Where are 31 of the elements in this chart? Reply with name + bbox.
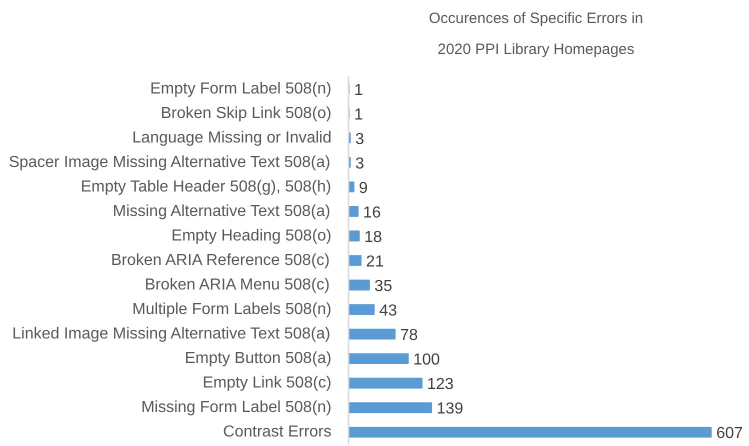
data-label: 1 (354, 82, 364, 99)
y-tick-label: Empty Button 508(a) (184, 350, 332, 368)
data-label: 35 (374, 278, 392, 296)
data-label: 16 (363, 204, 381, 222)
y-tick-label: Language Missing or Invalid (132, 129, 332, 146)
y-tick-label: Broken ARIA Reference 508(c) (110, 252, 330, 269)
y-tick-label: Broken Skip Link 508(o) (160, 104, 332, 122)
data-label: 607 (716, 425, 744, 442)
data-label: 123 (427, 376, 454, 394)
data-label: 3 (355, 155, 364, 172)
y-tick-label: Contrast Errors (223, 424, 332, 441)
y-tick-label: Linked Image Missing Alternative Text 508(a) (12, 326, 330, 343)
y-tick-label: Broken ARIA Menu 508(c) (144, 276, 330, 294)
y-tick-label: Spacer Image Missing Alternative Text 508(a) (8, 154, 330, 171)
data-label: 21 (366, 254, 384, 270)
chart-title: Occurences of Specific Errors in 2020 PPI Library Homepages (428, 10, 644, 58)
y-tick-label: Missing Alternative Text 508(a) (112, 202, 330, 220)
data-label: 18 (364, 228, 382, 246)
data-label: 1 (354, 106, 364, 124)
data-label: 100 (413, 352, 440, 369)
data-label: 43 (379, 302, 398, 320)
y-tick-label: Empty Form Label 508(n) (150, 80, 332, 98)
y-tick-label: Empty Table Header 508(g), 508(h) (80, 178, 332, 196)
y-tick-label: Empty Heading 508(o) (171, 227, 332, 244)
data-label: 139 (436, 400, 464, 418)
y-tick-label: Missing Form Label 508(n) (141, 399, 332, 416)
data-label: 78 (400, 327, 418, 344)
y-tick-label: Multiple Form Labels 508(n) (132, 301, 332, 318)
y-tick-label: Empty Link 508(c) (202, 374, 332, 392)
data-label: 9 (358, 180, 368, 197)
data-label: 3 (355, 130, 364, 148)
